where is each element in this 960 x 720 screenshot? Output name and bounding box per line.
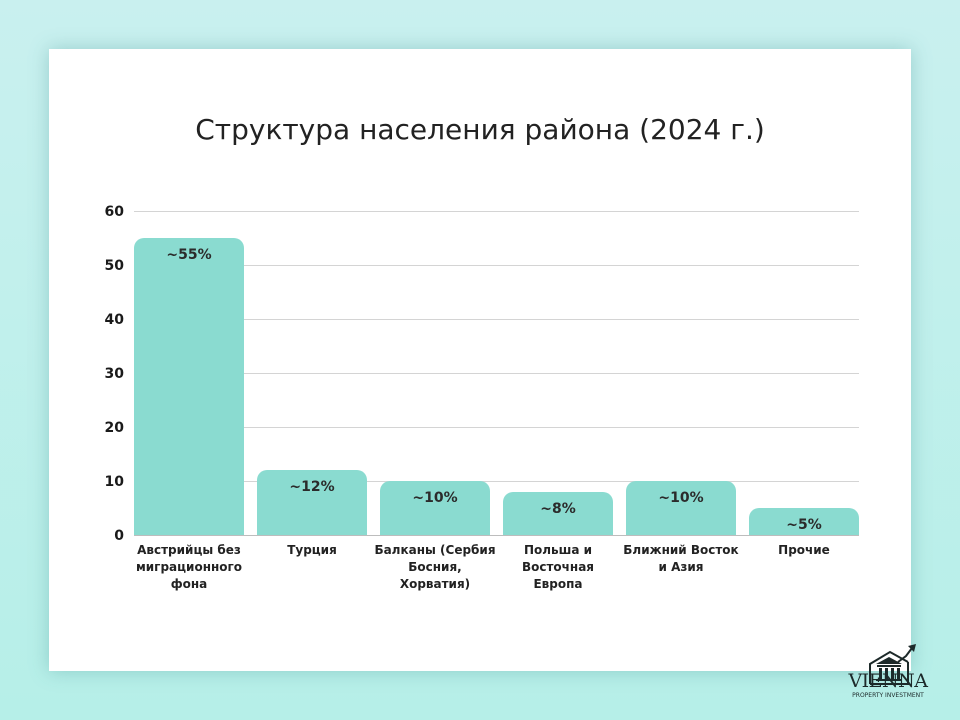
gridline [134,535,859,536]
y-tick-label: 30 [104,366,124,382]
category-label: Прочие [778,543,830,557]
y-tick-label: 40 [104,312,124,328]
category-label: Ближний Восток и Азия [623,543,739,574]
bank-growth-logo-icon [869,644,916,685]
bar-value-label: ~10% [658,490,704,506]
bar[interactable] [503,491,613,535]
bar-value-label: ~8% [540,500,576,517]
bar-value-label: ~10% [412,490,458,506]
category-label: Турция [287,543,337,557]
logo-subtitle: PROPERTY INVESTMENT [852,692,924,699]
gridline [134,265,859,266]
bar-value-label: ~5% [786,517,822,533]
category-label: Австрийцы без миграционного фона [135,543,243,591]
y-tick-label: 60 [104,204,124,220]
y-tick-label: 0 [114,528,124,544]
y-tick-label: 20 [104,420,124,436]
y-tick-label: 50 [104,258,124,274]
logo-wordmark: VIENNA [848,670,928,692]
bar[interactable] [626,481,736,535]
bar-value-label: ~55% [166,247,212,263]
y-tick-label: 10 [104,474,124,490]
category-label: Польша и Восточная Европа [521,543,595,591]
bar[interactable] [134,238,244,535]
category-label: Балканы (Сербия Босния, Хорватия) [374,543,496,591]
gridline [134,481,859,482]
gridline [134,427,859,428]
gridline [134,373,859,374]
chart-title: Структура населения района (2024 г.) [195,113,765,146]
gridline [134,319,859,320]
bar-value-label: ~12% [289,479,335,496]
bar[interactable] [380,481,490,535]
bar[interactable] [749,508,859,535]
bar[interactable] [257,470,367,535]
gridline [134,211,859,212]
